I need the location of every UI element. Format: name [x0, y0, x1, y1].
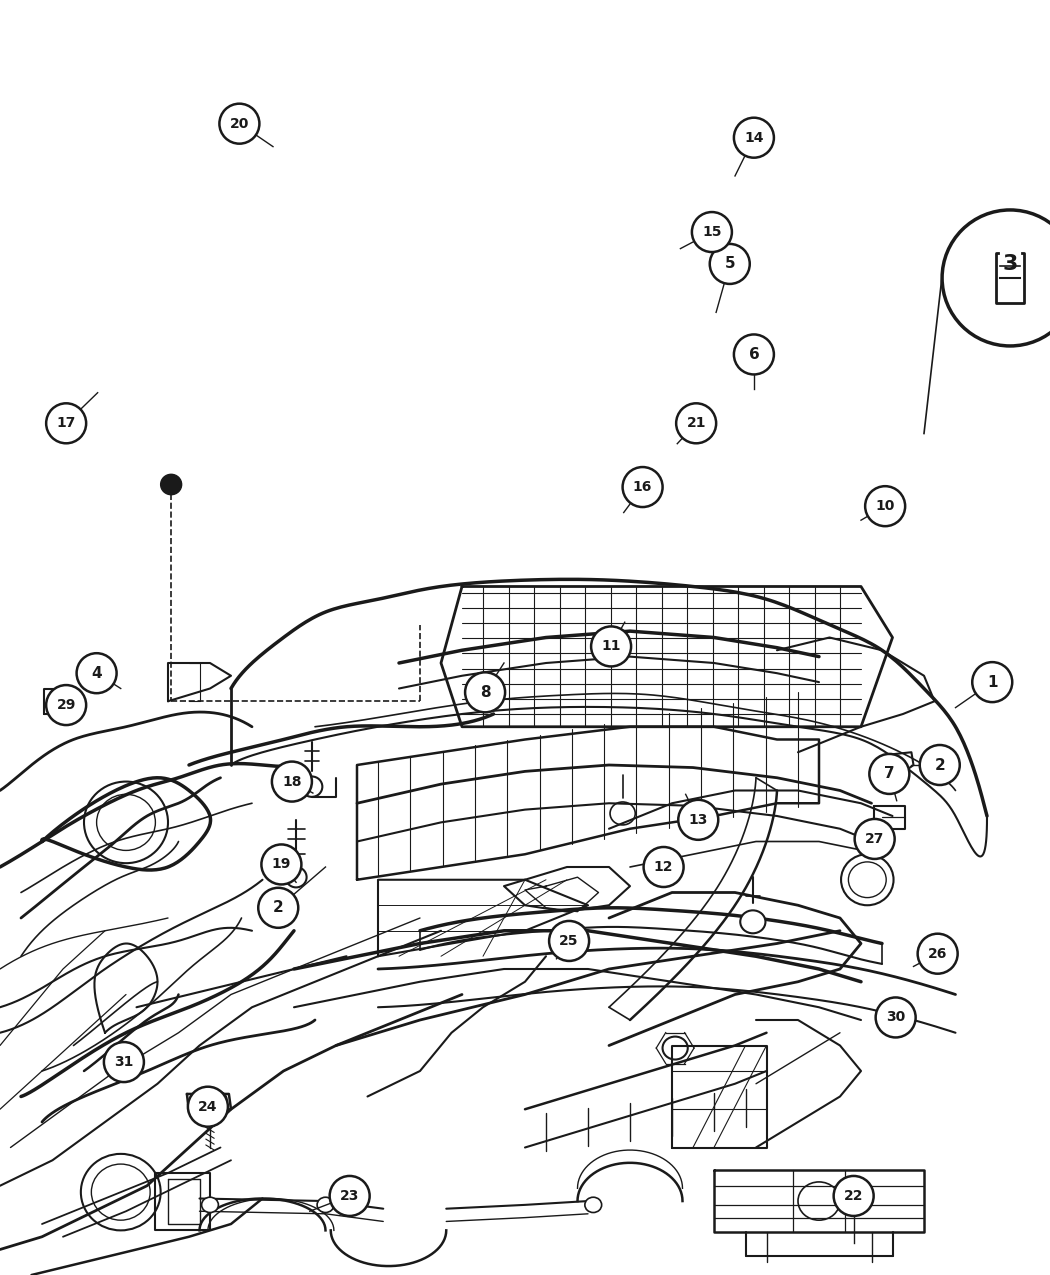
Text: 1: 1: [987, 674, 998, 690]
Text: 2: 2: [273, 900, 284, 915]
Text: 6: 6: [749, 347, 759, 362]
Circle shape: [942, 210, 1050, 346]
Ellipse shape: [195, 1091, 212, 1107]
Circle shape: [920, 745, 960, 785]
Circle shape: [734, 334, 774, 375]
Circle shape: [623, 467, 663, 507]
Text: 2: 2: [934, 757, 945, 773]
Circle shape: [676, 403, 716, 444]
Text: 11: 11: [602, 640, 621, 653]
Text: 27: 27: [865, 833, 884, 845]
Circle shape: [855, 819, 895, 859]
Circle shape: [678, 799, 718, 840]
Text: 14: 14: [744, 131, 763, 144]
Ellipse shape: [210, 1091, 227, 1107]
Ellipse shape: [585, 1197, 602, 1213]
Text: 25: 25: [560, 935, 579, 947]
Text: 23: 23: [340, 1190, 359, 1202]
Ellipse shape: [161, 474, 182, 495]
Circle shape: [876, 997, 916, 1038]
Text: 10: 10: [876, 500, 895, 513]
Circle shape: [972, 662, 1012, 703]
Text: 21: 21: [687, 417, 706, 430]
Text: 20: 20: [230, 117, 249, 130]
Text: 15: 15: [702, 226, 721, 238]
Circle shape: [465, 672, 505, 713]
Circle shape: [710, 244, 750, 284]
Text: 3: 3: [1003, 254, 1017, 274]
Ellipse shape: [740, 910, 765, 933]
Text: 22: 22: [844, 1190, 863, 1202]
Circle shape: [591, 626, 631, 667]
Circle shape: [834, 1176, 874, 1216]
Text: 8: 8: [480, 685, 490, 700]
Text: 29: 29: [57, 699, 76, 711]
Circle shape: [188, 1086, 228, 1127]
Circle shape: [865, 486, 905, 527]
Text: 24: 24: [198, 1100, 217, 1113]
Text: 4: 4: [91, 666, 102, 681]
Ellipse shape: [202, 1197, 218, 1213]
Circle shape: [549, 921, 589, 961]
Text: 12: 12: [654, 861, 673, 873]
Ellipse shape: [317, 1197, 334, 1213]
Text: 26: 26: [928, 947, 947, 960]
Circle shape: [869, 754, 909, 794]
Circle shape: [219, 103, 259, 144]
Text: 17: 17: [57, 417, 76, 430]
Text: 13: 13: [689, 813, 708, 826]
Circle shape: [77, 653, 117, 694]
Circle shape: [261, 844, 301, 885]
Circle shape: [330, 1176, 370, 1216]
Circle shape: [258, 887, 298, 928]
Circle shape: [46, 403, 86, 444]
Circle shape: [644, 847, 684, 887]
Text: 16: 16: [633, 481, 652, 493]
Text: 19: 19: [272, 858, 291, 871]
Text: 18: 18: [282, 775, 301, 788]
Circle shape: [104, 1042, 144, 1082]
Text: 31: 31: [114, 1056, 133, 1068]
Text: 30: 30: [886, 1011, 905, 1024]
Circle shape: [46, 685, 86, 725]
Text: 7: 7: [884, 766, 895, 782]
Text: 5: 5: [724, 256, 735, 272]
Circle shape: [692, 212, 732, 252]
Circle shape: [734, 117, 774, 158]
Circle shape: [272, 761, 312, 802]
Circle shape: [918, 933, 958, 974]
